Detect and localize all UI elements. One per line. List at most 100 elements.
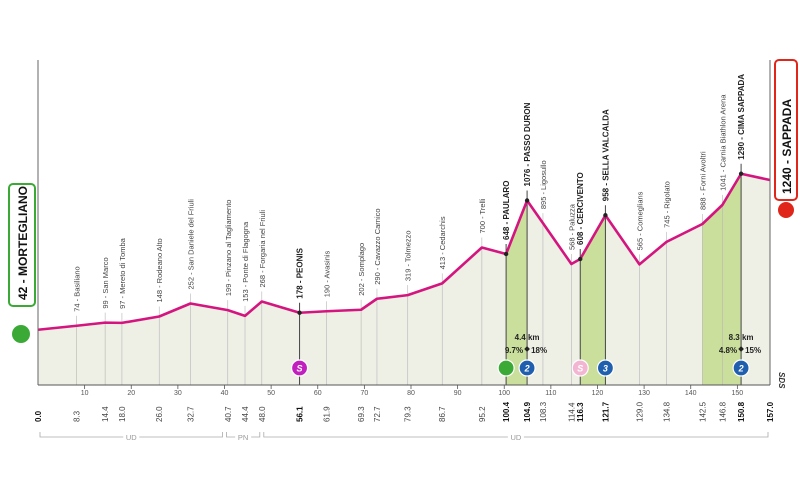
waypoint-label: 1290 - CIMA SAPPADA	[737, 74, 746, 160]
icon-label: 2	[738, 364, 744, 374]
start-box	[8, 183, 36, 307]
km-label: 108.3	[539, 401, 548, 422]
km-label: 72.7	[373, 406, 382, 422]
waypoint-label: 608 - CERCIVENTO	[576, 172, 585, 245]
km-label: 56.1	[296, 406, 305, 422]
waypoint-label: 99 - San Marco	[101, 257, 110, 308]
x-tick-label: 140	[685, 390, 697, 397]
waypoint-dot	[738, 171, 744, 176]
region-label-bg	[507, 432, 524, 442]
climb-avg: 9.7%	[505, 346, 523, 355]
km-label: 18.0	[118, 406, 127, 422]
km-label: 129.0	[635, 401, 644, 422]
x-tick-label: 130	[638, 390, 650, 397]
region-label-bg	[235, 432, 252, 442]
km-label: 8.3	[73, 410, 82, 422]
waypoint-label: 199 - Pinzano al Tagliamento	[224, 200, 233, 297]
km-label: 61.9	[323, 406, 332, 422]
start-icon	[12, 325, 30, 343]
km-label: 0.0	[34, 410, 43, 422]
waypoint-label: 97 - Mereto di Tomba	[118, 237, 127, 309]
waypoint-label: 202 - Somplago	[357, 243, 366, 296]
region-label: UD	[126, 433, 137, 442]
waypoint-label: 565 - Comeglians	[635, 191, 644, 250]
waypoint-label: 268 - Forgaria nel Friuli	[258, 210, 267, 288]
km-label: 44.4	[241, 406, 250, 422]
x-tick-label: 30	[174, 390, 182, 397]
finish-label: 1240 - SAPPADA	[780, 99, 794, 194]
km-label: 134.8	[662, 401, 671, 422]
km-label: 116.3	[576, 402, 585, 422]
waypoint-label: 413 - Cedarchis	[438, 216, 447, 269]
km-label: 104.9	[523, 401, 532, 422]
km-label: 95.2	[478, 406, 487, 422]
icon	[732, 359, 750, 377]
km-label: 14.4	[101, 406, 110, 422]
icon	[518, 359, 536, 377]
x-tick-label: 80	[407, 390, 415, 397]
x-tick-label: 70	[360, 390, 368, 397]
climb-length: 8.3 km	[729, 333, 754, 342]
km-label: 40.7	[224, 406, 233, 422]
waypoint-label: 148 - Rodeano Alto	[155, 238, 164, 302]
waypoint-label: 1041 - Carnia Biathlon Arena	[718, 94, 727, 191]
km-label: 26.0	[155, 406, 164, 422]
x-tick-label: 100	[498, 390, 510, 397]
km-label: 142.5	[698, 401, 707, 422]
x-tick-label: 60	[314, 390, 322, 397]
waypoint-label: 958 - SELLA VALCALDA	[601, 109, 610, 201]
waypoint-label: 74 - Basiliano	[73, 266, 82, 311]
waypoint-label: 319 - Tolmezzo	[404, 230, 413, 281]
finish-icon	[778, 202, 794, 218]
icon-label: 2	[524, 364, 530, 374]
km-label: 69.3	[357, 406, 366, 422]
climb-max: 15%	[745, 346, 761, 355]
icon-label: S	[297, 364, 303, 374]
x-tick-label: 110	[545, 390, 556, 397]
x-tick-label: 150	[732, 390, 744, 397]
waypoint-label: 895 - Ligosullo	[539, 160, 548, 209]
km-label: 157.0	[766, 401, 775, 422]
km-label: 79.3	[404, 406, 413, 422]
waypoint-label: 178 - PEONIS	[296, 247, 305, 298]
icon	[571, 359, 589, 377]
icon-label: S	[577, 364, 583, 374]
x-tick-label: 40	[221, 390, 229, 397]
waypoint-dot	[603, 213, 608, 218]
climb-length: 4.4 km	[515, 333, 540, 342]
waypoint-label: 153 - Ponte di Flagogna	[241, 221, 250, 302]
km-label: 32.7	[186, 406, 195, 422]
region-label: PN	[238, 433, 248, 442]
region-label-bg	[123, 432, 140, 442]
waypoint-label: 700 - Trelli	[478, 198, 487, 233]
start-label: 42 - MORTEGLIANO	[16, 186, 30, 300]
waypoint-label: 568 - Paluzza	[567, 203, 576, 250]
waypoint-label: 190 - Avasinis	[323, 250, 332, 297]
climb-max: 18%	[531, 346, 547, 355]
waypoint-dot	[503, 251, 509, 257]
waypoint-label: 745 - Rigolato	[662, 181, 671, 228]
finish-box	[774, 59, 798, 201]
x-tick-label: 20	[127, 390, 135, 397]
icon	[290, 359, 309, 377]
km-label: 121.7	[601, 401, 610, 422]
km-label: 100.4	[502, 401, 511, 422]
km-label: 146.8	[718, 401, 727, 422]
waypoint-dot	[524, 198, 530, 203]
credit: SDS	[777, 372, 786, 389]
climb-avg: 4.8%	[719, 346, 737, 355]
climb-max-icon	[738, 346, 744, 352]
x-tick-label: 10	[81, 390, 89, 397]
x-tick-label: 90	[454, 390, 462, 397]
km-label: 114.4	[567, 402, 576, 422]
waypoint-label: 888 - Forni Avoltri	[698, 151, 707, 210]
profile-line	[37, 172, 771, 332]
waypoint-label: 290 - Cavazzo Carnico	[373, 208, 382, 284]
km-label: 48.0	[258, 406, 267, 422]
climb-max-icon	[524, 346, 530, 352]
waypoint-label: 252 - San Daniele del Friuli	[186, 199, 195, 290]
waypoint-dot	[297, 310, 302, 315]
waypoint-dot	[578, 256, 583, 262]
waypoint-label: 648 - PAULARO	[502, 181, 511, 240]
